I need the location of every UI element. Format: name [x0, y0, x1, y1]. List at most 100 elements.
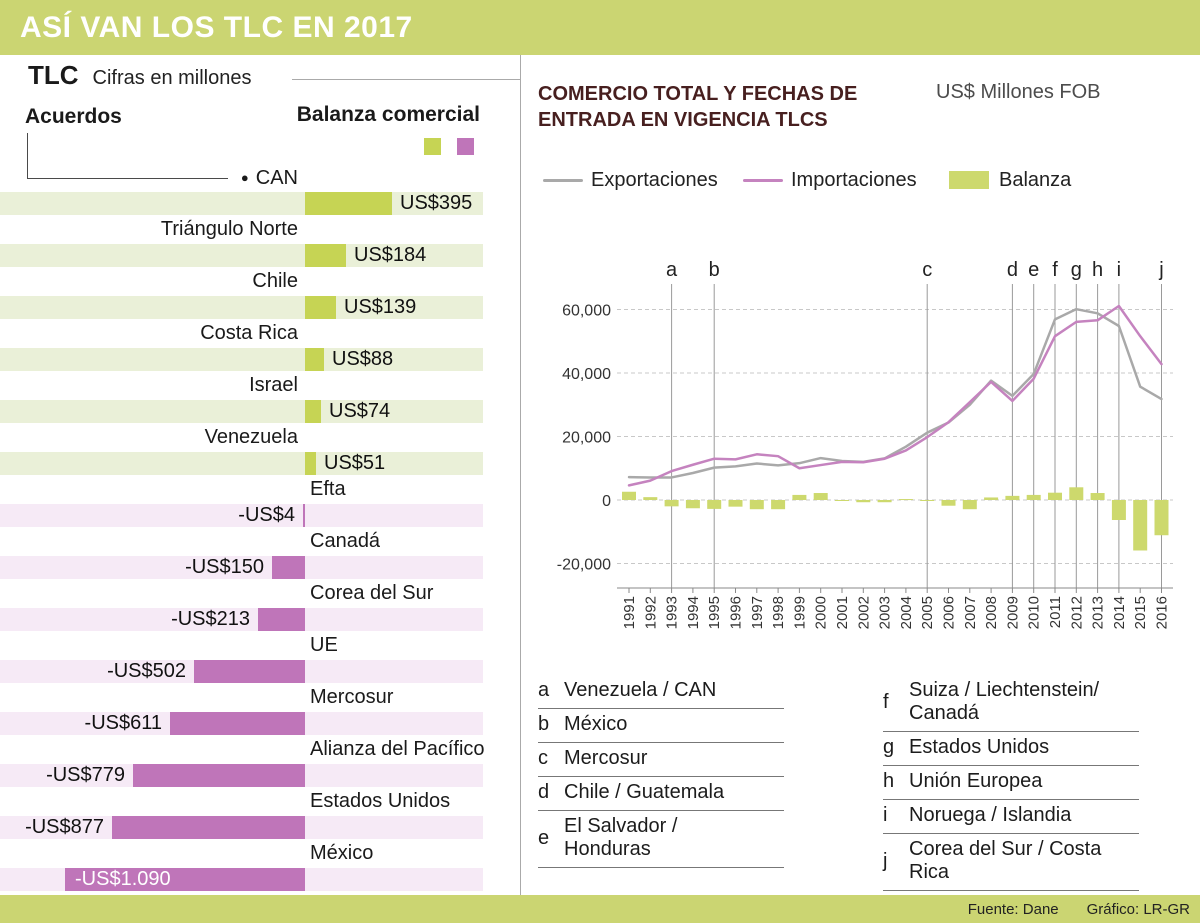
marker-legend-row: c Mercosur	[538, 743, 784, 777]
marker-legend-label: El Salvador / Honduras	[564, 815, 678, 860]
agreement-name: Canadá	[310, 530, 381, 552]
balanza-bar	[664, 500, 679, 507]
y-tick-label: 20,000	[562, 430, 611, 447]
footer-band: Fuente: Dane Gráfico: LR-GR	[0, 895, 1200, 923]
negative-legend-swatch	[457, 138, 474, 155]
x-tick-label: 2001	[834, 596, 851, 629]
x-tick-label: 1992	[642, 596, 659, 629]
positive-legend-swatch	[424, 138, 441, 155]
x-tick-label: 1997	[749, 596, 766, 629]
x-tick-label: 2014	[1111, 596, 1128, 629]
marker-legend-row: h Unión Europea	[883, 766, 1139, 800]
agreement-label: Chile	[0, 267, 483, 296]
balance-bar	[305, 348, 324, 371]
marker-legend-letter: j	[883, 849, 888, 872]
balance-bar-row: -US$150	[0, 556, 483, 579]
tlc-subtitle: Cifras en millones	[92, 67, 252, 89]
exportaciones-line	[627, 307, 1163, 479]
agreement-name: Triángulo Norte	[160, 218, 298, 240]
marker-letter: j	[1158, 259, 1163, 281]
agreement-name: Efta	[310, 478, 346, 500]
balanza-bar	[622, 491, 636, 500]
balanza-bar	[856, 500, 871, 503]
y-tick-label: 60,000	[562, 303, 611, 320]
marker-legend-row: e El Salvador / Honduras	[538, 811, 784, 868]
agreement-label: ● CAN	[0, 163, 483, 192]
balance-bar	[305, 296, 336, 319]
acuerdos-column-label: Acuerdos	[25, 105, 122, 128]
marker-legend-label: Chile / Guatemala	[564, 781, 725, 803]
balance-bar	[258, 608, 305, 631]
balance-bar-chart: ● CAN US$395 Triángulo Norte US$184 Chile US$1…	[0, 163, 485, 891]
balanza-bar	[813, 493, 828, 500]
marker-letter: h	[1092, 259, 1103, 281]
balance-bar-row: -US$611	[0, 712, 483, 735]
balanza-bar	[984, 497, 999, 500]
marker-letter: a	[666, 259, 678, 281]
balance-bar-row: US$51	[0, 452, 483, 475]
balance-value: -US$502	[107, 660, 186, 682]
balance-bar	[305, 400, 321, 423]
balance-bar-row: US$184	[0, 244, 483, 267]
agreement-label: Venezuela	[0, 423, 483, 452]
balanza-column-label: Balanza comercial	[296, 103, 480, 126]
header-band: ASÍ VAN LOS TLC EN 2017	[0, 0, 1200, 55]
marker-legend-column-1: a Venezuela / CAN b México c Mercosur d Chile /…	[538, 675, 784, 868]
balance-bar-row: US$88	[0, 348, 483, 371]
can-connector-line	[27, 133, 228, 179]
marker-legend-letter: c	[538, 747, 548, 769]
marker-legend-row: a Venezuela / CAN	[538, 675, 784, 709]
balance-bar-row: -US$4	[0, 504, 483, 527]
x-tick-label: 1998	[770, 596, 787, 629]
x-tick-label: 1999	[791, 596, 808, 629]
agreement-label: Estados Unidos	[0, 787, 483, 816]
marker-legend-label: Mercosur	[564, 747, 648, 769]
balance-value: US$139	[344, 296, 417, 318]
x-tick-label: 2003	[877, 596, 894, 629]
balance-bar	[170, 712, 305, 735]
marker-legend-row: g Estados Unidos	[883, 732, 1139, 766]
marker-letter: g	[1071, 259, 1082, 281]
balanza-bar	[707, 500, 722, 509]
agreement-name: Mercosur	[310, 686, 394, 708]
agreement-label: Canadá	[0, 527, 483, 556]
marker-legend-column-2: f Suiza / Liechtenstein/ Canadá g Estados U…	[883, 675, 1139, 891]
x-tick-label: 2002	[855, 596, 872, 629]
balance-value: -US$877	[25, 816, 104, 838]
marker-legend-label: Venezuela / CAN	[564, 679, 717, 701]
balance-bar	[65, 868, 305, 891]
x-tick-label: 2004	[898, 596, 915, 629]
balanza-bar	[877, 500, 892, 503]
balance-value: -US$1.090	[75, 868, 171, 890]
balanza-bar	[1133, 500, 1148, 551]
agreement-label: Mercosur	[0, 683, 483, 712]
x-tick-label: 2015	[1132, 596, 1149, 629]
content: TLC Cifras en millones Acuerdos Balanza c…	[0, 55, 1200, 895]
marker-letter: c	[922, 259, 932, 281]
agreement-name: Venezuela	[204, 426, 298, 448]
x-tick-label: 2010	[1026, 596, 1043, 629]
y-tick-label: -20,000	[557, 557, 611, 574]
balance-value: US$51	[324, 452, 386, 474]
balance-bar-row: US$74	[0, 400, 483, 423]
marker-legend-label: Suiza / Liechtenstein/ Canadá	[909, 679, 1100, 724]
marker-legend-row: i Noruega / Islandia	[883, 800, 1139, 834]
agreement-label: México	[0, 839, 483, 868]
agreement-label: Corea del Sur	[0, 579, 483, 608]
balance-value: US$74	[329, 400, 391, 422]
x-tick-label: 2012	[1068, 596, 1085, 629]
marker-legend-row: j Corea del Sur / Costa Rica	[883, 834, 1139, 891]
marker-legend-label: Corea del Sur / Costa Rica	[909, 838, 1102, 883]
marker-legend-letter: i	[883, 804, 888, 826]
agreement-name: Corea del Sur	[310, 582, 434, 604]
balanza-bar	[771, 500, 786, 510]
balance-value: -US$611	[84, 712, 162, 734]
balance-value: -US$150	[185, 556, 264, 578]
x-tick-label: 1996	[728, 596, 745, 629]
balanza-bar	[835, 500, 849, 501]
balance-bar-row: -US$779	[0, 764, 483, 787]
balance-value: -US$4	[238, 504, 295, 526]
marker-letter: e	[1028, 259, 1039, 281]
exportaciones-label: Exportaciones	[591, 169, 718, 191]
balanza-bar	[1005, 495, 1020, 500]
